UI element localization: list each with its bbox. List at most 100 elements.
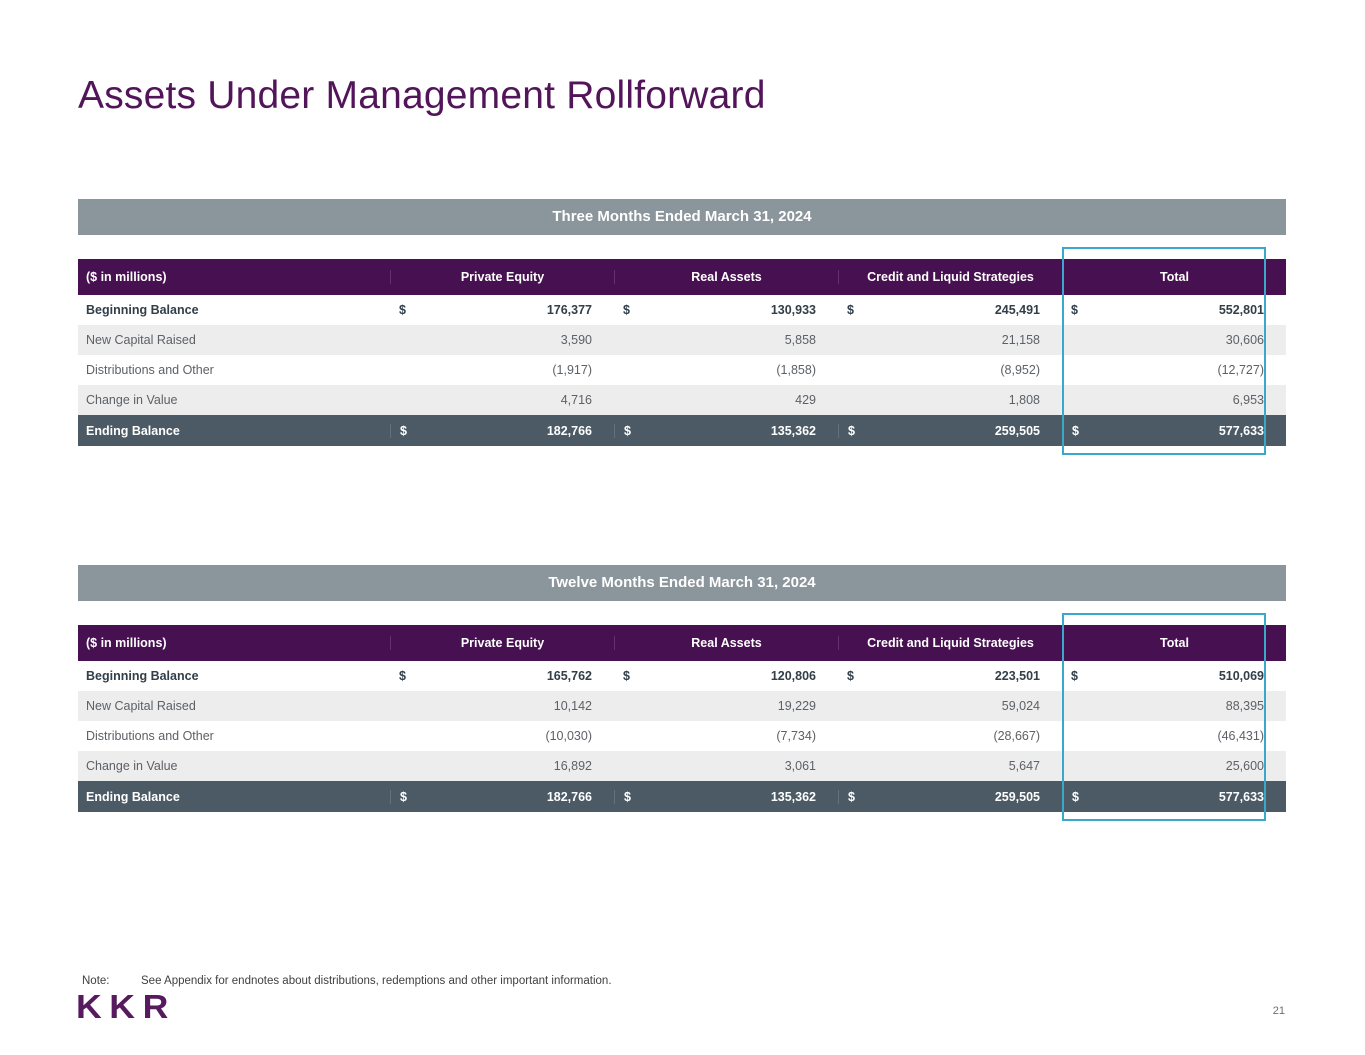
cell-value: 59,024 [1001, 699, 1040, 713]
table-row-change-in-value: Change in Value 4,716 429 1,808 6,953 [78, 385, 1286, 415]
cell: 16,892 [390, 759, 614, 773]
currency-symbol: $ [624, 423, 631, 438]
cell-value: 5,647 [1008, 759, 1040, 773]
kkr-logo: KKR [76, 988, 176, 1025]
cell: $182,766 [390, 423, 614, 438]
cell: (28,667) [838, 729, 1062, 743]
cell: 30,606 [1062, 333, 1286, 347]
period-header-twelve-months: Twelve Months Ended March 31, 2024 [78, 565, 1286, 601]
cell-value: 19,229 [777, 699, 816, 713]
cell: (12,727) [1062, 363, 1286, 377]
row-label: New Capital Raised [86, 699, 196, 713]
cell: 5,858 [614, 333, 838, 347]
cell-value: 577,633 [1218, 423, 1264, 438]
currency-symbol: $ [623, 669, 630, 683]
cell: 3,590 [390, 333, 614, 347]
currency-symbol: $ [400, 423, 407, 438]
cell: 5,647 [838, 759, 1062, 773]
row-label: Change in Value [86, 393, 178, 407]
currency-symbol: $ [1072, 423, 1079, 438]
cell: $176,377 [390, 303, 614, 317]
cell-value: 25,600 [1225, 759, 1264, 773]
cell: $577,633 [1062, 789, 1286, 804]
table-row-change-in-value: Change in Value 16,892 3,061 5,647 25,60… [78, 751, 1286, 781]
cell-value: 130,933 [770, 303, 816, 317]
cell-value: (7,734) [776, 729, 816, 743]
cell-value: 10,142 [553, 699, 592, 713]
table-row-new-capital-raised: New Capital Raised 3,590 5,858 21,158 30… [78, 325, 1286, 355]
cell: $510,069 [1062, 669, 1286, 683]
cell: (10,030) [390, 729, 614, 743]
footnote-label: Note: [82, 975, 110, 987]
cell: 59,024 [838, 699, 1062, 713]
table-row-beginning-balance: Beginning Balance $176,377 $130,933 $245… [78, 295, 1286, 325]
table-header-row: ($ in millions) Private Equity Real Asse… [78, 259, 1286, 295]
cell: $552,801 [1062, 303, 1286, 317]
row-label: Ending Balance [86, 789, 180, 804]
cell-value: (1,858) [776, 363, 816, 377]
cell-value: 4,716 [560, 393, 592, 407]
currency-symbol: $ [1072, 789, 1079, 804]
cell: 4,716 [390, 393, 614, 407]
cell: $223,501 [838, 669, 1062, 683]
period-header-three-months: Three Months Ended March 31, 2024 [78, 199, 1286, 235]
row-label: Beginning Balance [86, 303, 199, 317]
cell: (8,952) [838, 363, 1062, 377]
currency-symbol: $ [400, 789, 407, 804]
cell: 429 [614, 393, 838, 407]
cell: 88,395 [1062, 699, 1286, 713]
column-header-credit: Credit and Liquid Strategies [838, 270, 1062, 284]
column-header-real-assets: Real Assets [614, 636, 838, 650]
cell-value: 182,766 [546, 423, 592, 438]
cell: $135,362 [614, 789, 838, 804]
cell: $259,505 [838, 789, 1062, 804]
row-label: Distributions and Other [86, 363, 214, 377]
column-header-real-assets: Real Assets [614, 270, 838, 284]
cell-value: 21,158 [1001, 333, 1040, 347]
currency-symbol: $ [624, 789, 631, 804]
row-label: Distributions and Other [86, 729, 214, 743]
cell-value: 135,362 [770, 423, 816, 438]
table-row-distributions-and-other: Distributions and Other (1,917) (1,858) … [78, 355, 1286, 385]
column-header-private-equity: Private Equity [390, 636, 614, 650]
cell-value: (10,030) [545, 729, 592, 743]
table-row-ending-balance: Ending Balance $182,766 $135,362 $259,50… [78, 415, 1286, 446]
cell: (7,734) [614, 729, 838, 743]
column-header-total: Total [1062, 636, 1286, 650]
cell-value: 510,069 [1218, 669, 1264, 683]
cell-value: 182,766 [546, 789, 592, 804]
currency-symbol: $ [848, 423, 855, 438]
cell-value: (8,952) [1000, 363, 1040, 377]
row-label: New Capital Raised [86, 333, 196, 347]
column-header-private-equity: Private Equity [390, 270, 614, 284]
cell-value: 223,501 [994, 669, 1040, 683]
cell: (46,431) [1062, 729, 1286, 743]
cell-value: 552,801 [1218, 303, 1264, 317]
cell: $135,362 [614, 423, 838, 438]
cell-value: 120,806 [770, 669, 816, 683]
cell-value: 30,606 [1225, 333, 1264, 347]
currency-symbol: $ [1071, 303, 1078, 317]
footnote-text: See Appendix for endnotes about distribu… [141, 975, 612, 987]
cell: $182,766 [390, 789, 614, 804]
page-title: Assets Under Management Rollforward [78, 74, 766, 117]
cell-value: 165,762 [546, 669, 592, 683]
cell: $245,491 [838, 303, 1062, 317]
cell-value: 6,953 [1232, 393, 1264, 407]
cell-value: 16,892 [553, 759, 592, 773]
unit-label: ($ in millions) [86, 270, 167, 284]
cell: $130,933 [614, 303, 838, 317]
cell-value: (1,917) [552, 363, 592, 377]
cell-value: 259,505 [994, 789, 1040, 804]
table-row-ending-balance: Ending Balance $182,766 $135,362 $259,50… [78, 781, 1286, 812]
currency-symbol: $ [1071, 669, 1078, 683]
currency-symbol: $ [847, 669, 854, 683]
cell: 1,808 [838, 393, 1062, 407]
cell: $259,505 [838, 423, 1062, 438]
twelve-months-table: Twelve Months Ended March 31, 2024 ($ in… [78, 565, 1286, 821]
cell-value: 259,505 [994, 423, 1040, 438]
aum-table-twelve-months: ($ in millions) Private Equity Real Asse… [78, 625, 1286, 812]
spacer [78, 235, 1286, 259]
row-label: Change in Value [86, 759, 178, 773]
